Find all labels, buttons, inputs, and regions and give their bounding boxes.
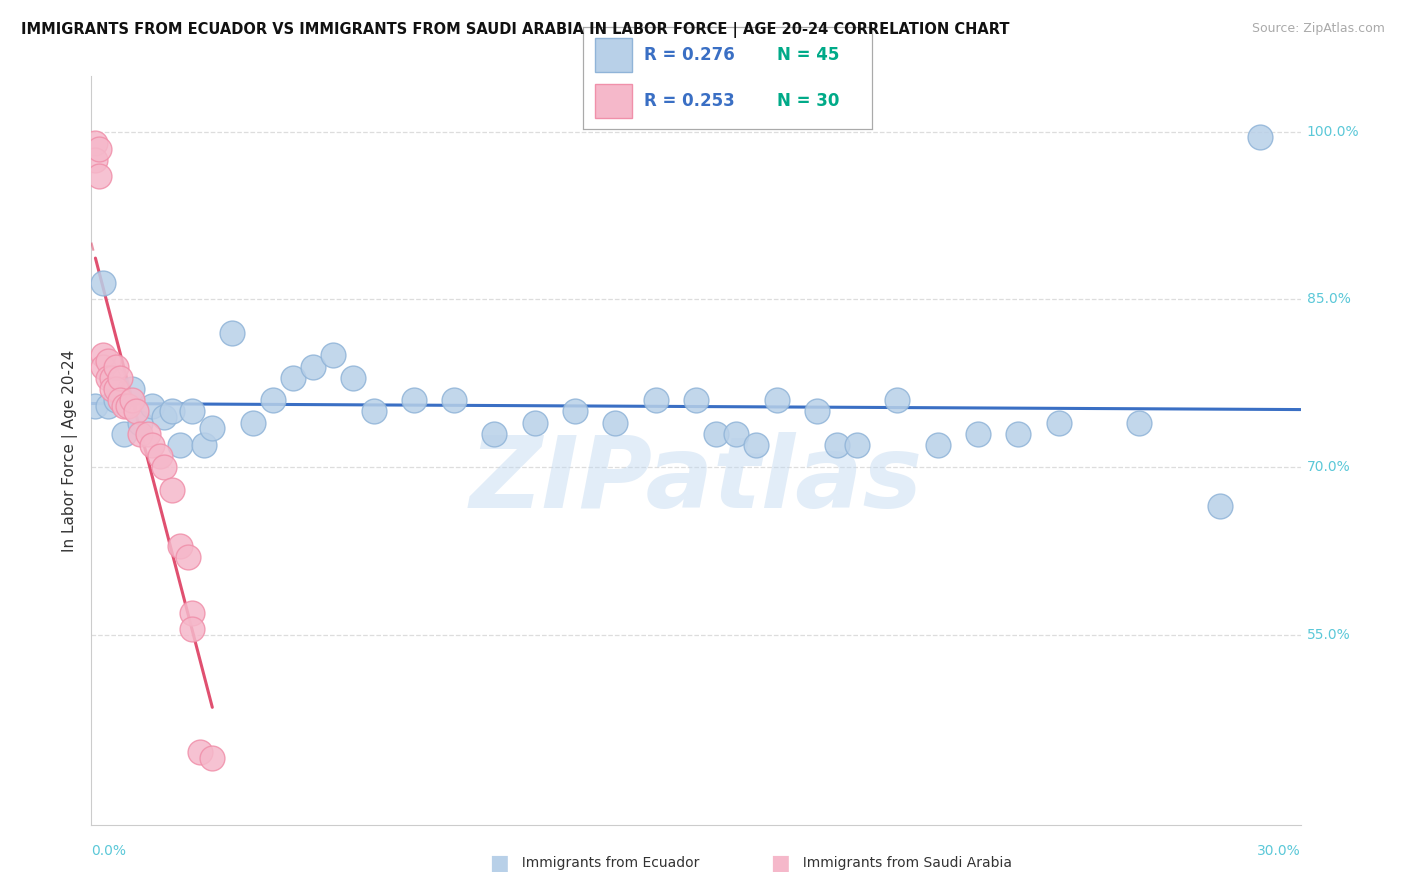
Text: 70.0%: 70.0%	[1306, 460, 1350, 475]
Bar	[595, 38, 633, 72]
Text: Immigrants from Saudi Arabia: Immigrants from Saudi Arabia	[794, 855, 1012, 870]
Point	[136, 426, 159, 441]
Point	[846, 438, 869, 452]
Text: R = 0.253: R = 0.253	[644, 92, 735, 110]
Point	[141, 399, 163, 413]
Point	[181, 404, 204, 418]
Point	[93, 276, 115, 290]
Text: N = 45: N = 45	[776, 46, 839, 64]
Point	[201, 751, 224, 765]
Point	[262, 393, 284, 408]
Point	[96, 371, 118, 385]
Point	[765, 393, 787, 408]
Point	[96, 354, 118, 368]
Point	[806, 404, 828, 418]
Text: ■: ■	[770, 853, 790, 872]
Point	[112, 399, 135, 413]
Point	[100, 382, 122, 396]
Point	[281, 371, 304, 385]
Point	[108, 393, 131, 408]
Point	[93, 348, 115, 362]
Point	[927, 438, 949, 452]
Point	[402, 393, 425, 408]
Point	[242, 416, 264, 430]
Point	[342, 371, 364, 385]
Point	[128, 416, 150, 430]
Point	[644, 393, 666, 408]
Point	[89, 169, 111, 184]
Point	[153, 409, 176, 424]
Point	[84, 399, 107, 413]
Point	[108, 371, 131, 385]
Text: 0.0%: 0.0%	[91, 844, 127, 858]
Point	[725, 426, 748, 441]
Point	[967, 426, 990, 441]
Point	[605, 416, 627, 430]
Text: 55.0%: 55.0%	[1306, 628, 1350, 642]
Text: ZIPatlas: ZIPatlas	[470, 432, 922, 529]
Point	[89, 141, 111, 155]
Point	[104, 382, 127, 396]
Point	[141, 438, 163, 452]
Text: N = 30: N = 30	[776, 92, 839, 110]
Point	[112, 426, 135, 441]
Point	[100, 371, 122, 385]
Point	[685, 393, 707, 408]
Text: 85.0%: 85.0%	[1306, 293, 1351, 307]
Point	[322, 348, 344, 362]
Point	[96, 399, 118, 413]
Point	[181, 623, 204, 637]
Point	[1047, 416, 1070, 430]
Point	[221, 326, 243, 340]
Point	[84, 136, 107, 150]
Point	[745, 438, 768, 452]
Point	[443, 393, 465, 408]
Point	[484, 426, 506, 441]
Text: Source: ZipAtlas.com: Source: ZipAtlas.com	[1251, 22, 1385, 36]
Text: ■: ■	[489, 853, 509, 872]
Point	[201, 421, 224, 435]
Text: R = 0.276: R = 0.276	[644, 46, 735, 64]
Point	[886, 393, 908, 408]
Point	[169, 539, 191, 553]
Text: IMMIGRANTS FROM ECUADOR VS IMMIGRANTS FROM SAUDI ARABIA IN LABOR FORCE | AGE 20-: IMMIGRANTS FROM ECUADOR VS IMMIGRANTS FR…	[21, 22, 1010, 38]
Point	[1128, 416, 1150, 430]
Point	[104, 359, 127, 374]
Point	[125, 404, 148, 418]
Point	[104, 393, 127, 408]
Text: Immigrants from Ecuador: Immigrants from Ecuador	[513, 855, 700, 870]
Point	[160, 483, 183, 497]
Point	[1007, 426, 1029, 441]
Point	[121, 382, 143, 396]
Bar	[595, 84, 633, 118]
Text: 100.0%: 100.0%	[1306, 125, 1360, 139]
Point	[160, 404, 183, 418]
Point	[117, 399, 139, 413]
Point	[181, 606, 204, 620]
Point	[177, 549, 200, 564]
Point	[121, 393, 143, 408]
Point	[169, 438, 191, 452]
Point	[825, 438, 848, 452]
Point	[149, 449, 172, 463]
Point	[153, 460, 176, 475]
Text: 30.0%: 30.0%	[1257, 844, 1301, 858]
Point	[84, 153, 107, 167]
Y-axis label: In Labor Force | Age 20-24: In Labor Force | Age 20-24	[62, 350, 77, 551]
Point	[704, 426, 727, 441]
Point	[363, 404, 385, 418]
Point	[523, 416, 546, 430]
Point	[188, 746, 211, 760]
Point	[193, 438, 215, 452]
Point	[93, 359, 115, 374]
Point	[128, 426, 150, 441]
Point	[1209, 500, 1232, 514]
Point	[564, 404, 586, 418]
Point	[1249, 130, 1271, 145]
Point	[302, 359, 325, 374]
